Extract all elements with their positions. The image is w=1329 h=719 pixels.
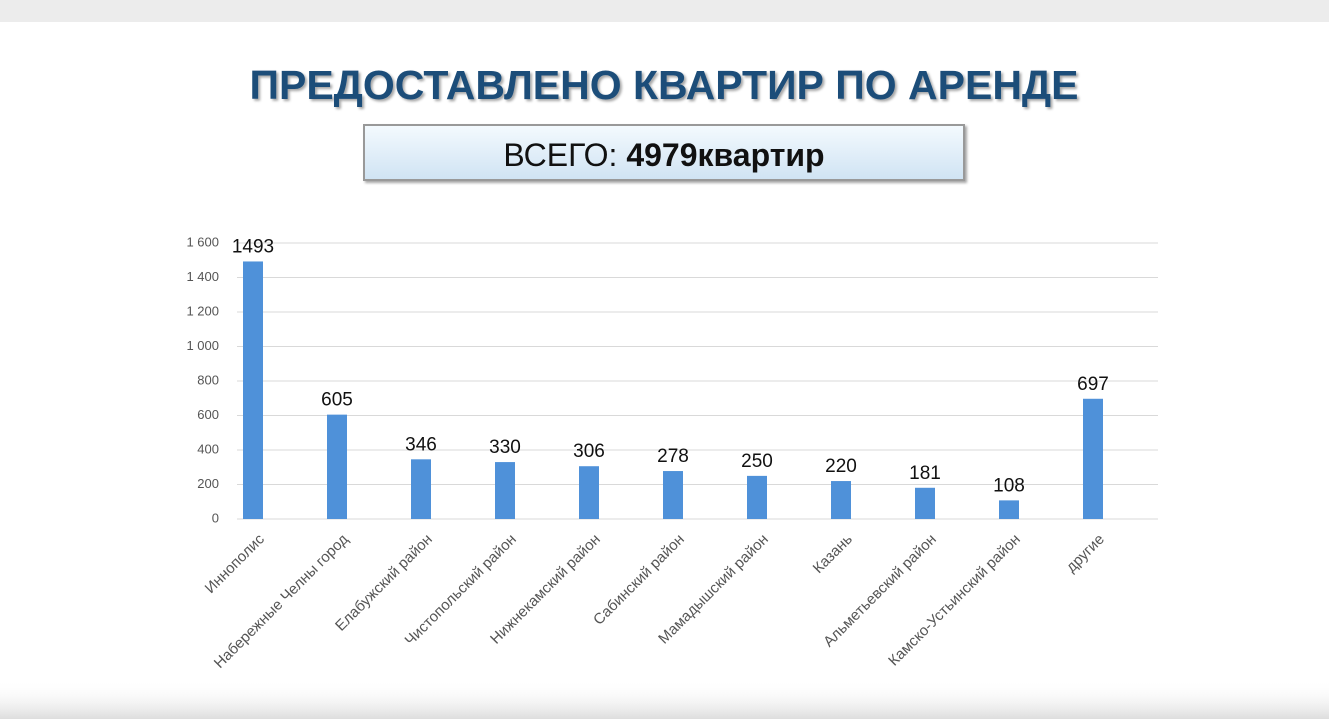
bar [663, 471, 683, 519]
value-label: 220 [825, 456, 857, 477]
top-bar [0, 0, 1329, 22]
value-label: 306 [573, 441, 605, 462]
y-tick-label: 800 [197, 372, 219, 387]
x-tick-label: Сабинский район [590, 531, 688, 629]
x-tick-label: Набережные Челны город [211, 531, 352, 672]
y-tick-label: 600 [197, 407, 219, 422]
bar [1083, 398, 1103, 519]
value-label: 605 [321, 390, 353, 411]
value-label: 250 [741, 451, 773, 472]
total-box [363, 124, 965, 181]
bottom-fade [0, 680, 1329, 719]
x-tick-label: Иннополис [202, 530, 268, 596]
bar [915, 487, 935, 519]
y-tick-label: 1 400 [186, 269, 219, 284]
value-label: 181 [909, 463, 941, 484]
y-tick-label: 0 [212, 510, 219, 525]
y-tick-label: 400 [197, 441, 219, 456]
bar [243, 261, 263, 519]
value-label: 278 [657, 446, 689, 467]
y-tick-label: 1 600 [186, 234, 219, 249]
bar [495, 462, 515, 519]
bar [747, 475, 767, 519]
bar [831, 481, 851, 519]
x-tick-label: Казань [810, 531, 856, 577]
bar [411, 459, 431, 519]
value-label: 346 [405, 434, 437, 455]
bar [999, 500, 1019, 519]
x-tick-label: другие [1063, 531, 1108, 576]
y-tick-label: 1 200 [186, 303, 219, 318]
y-tick-label: 1 000 [186, 338, 219, 353]
total-value: 4979квартир [626, 137, 824, 173]
y-tick-label: 200 [197, 476, 219, 491]
chart-title: ПРЕДОСТАВЛЕНО КВАРТИР ПО АРЕНДЕ [250, 62, 1079, 108]
bar [327, 414, 347, 519]
bar [579, 466, 599, 519]
value-label: 330 [489, 437, 521, 458]
total: ВСЕГО: 4979квартир [503, 137, 824, 173]
value-label: 697 [1077, 374, 1109, 395]
value-label: 108 [993, 475, 1025, 496]
total-label: ВСЕГО: [503, 137, 617, 173]
value-label: 1493 [232, 236, 274, 257]
